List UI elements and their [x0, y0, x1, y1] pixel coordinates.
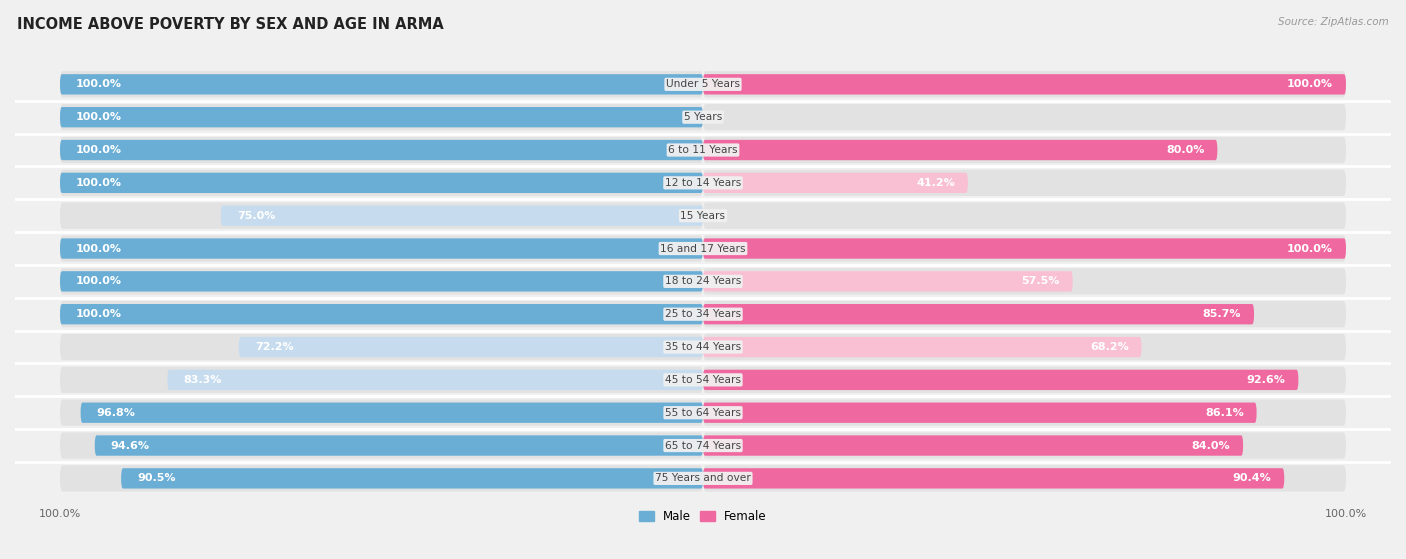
Text: 85.7%: 85.7% [1202, 309, 1241, 319]
Text: 45 to 54 Years: 45 to 54 Years [665, 375, 741, 385]
Text: 100.0%: 100.0% [76, 276, 122, 286]
Text: 75.0%: 75.0% [236, 211, 276, 221]
Text: 15 Years: 15 Years [681, 211, 725, 221]
FancyBboxPatch shape [703, 468, 1284, 489]
FancyBboxPatch shape [703, 140, 1218, 160]
FancyBboxPatch shape [703, 334, 1346, 360]
Text: 83.3%: 83.3% [183, 375, 222, 385]
FancyBboxPatch shape [703, 465, 1346, 491]
FancyBboxPatch shape [703, 104, 1346, 130]
Text: 80.0%: 80.0% [1166, 145, 1205, 155]
FancyBboxPatch shape [60, 107, 703, 127]
FancyBboxPatch shape [60, 238, 703, 259]
Text: 41.2%: 41.2% [917, 178, 955, 188]
FancyBboxPatch shape [60, 173, 703, 193]
FancyBboxPatch shape [703, 238, 1346, 259]
FancyBboxPatch shape [60, 433, 703, 459]
FancyBboxPatch shape [221, 206, 703, 226]
FancyBboxPatch shape [703, 402, 1257, 423]
FancyBboxPatch shape [60, 137, 703, 163]
Text: 35 to 44 Years: 35 to 44 Years [665, 342, 741, 352]
FancyBboxPatch shape [60, 74, 703, 94]
Text: INCOME ABOVE POVERTY BY SEX AND AGE IN ARMA: INCOME ABOVE POVERTY BY SEX AND AGE IN A… [17, 17, 444, 32]
Text: 100.0%: 100.0% [1286, 79, 1333, 89]
FancyBboxPatch shape [703, 235, 1346, 262]
FancyBboxPatch shape [60, 140, 703, 160]
FancyBboxPatch shape [60, 400, 703, 426]
FancyBboxPatch shape [703, 433, 1346, 459]
Text: 92.6%: 92.6% [1247, 375, 1285, 385]
FancyBboxPatch shape [60, 271, 703, 292]
FancyBboxPatch shape [60, 301, 703, 328]
FancyBboxPatch shape [60, 334, 703, 360]
Text: 100.0%: 100.0% [76, 178, 122, 188]
FancyBboxPatch shape [703, 268, 1346, 295]
FancyBboxPatch shape [60, 465, 703, 491]
Text: 96.8%: 96.8% [97, 408, 135, 418]
FancyBboxPatch shape [703, 367, 1346, 393]
FancyBboxPatch shape [703, 304, 1254, 324]
Text: 90.5%: 90.5% [138, 473, 176, 484]
FancyBboxPatch shape [60, 235, 703, 262]
FancyBboxPatch shape [121, 468, 703, 489]
FancyBboxPatch shape [94, 435, 703, 456]
FancyBboxPatch shape [703, 271, 1073, 292]
Text: 100.0%: 100.0% [76, 145, 122, 155]
Text: 86.1%: 86.1% [1205, 408, 1244, 418]
FancyBboxPatch shape [60, 268, 703, 295]
Text: 90.4%: 90.4% [1233, 473, 1271, 484]
Text: 100.0%: 100.0% [76, 112, 122, 122]
FancyBboxPatch shape [60, 367, 703, 393]
FancyBboxPatch shape [60, 170, 703, 196]
Text: 5 Years: 5 Years [683, 112, 723, 122]
Text: Under 5 Years: Under 5 Years [666, 79, 740, 89]
FancyBboxPatch shape [703, 202, 1346, 229]
FancyBboxPatch shape [703, 74, 1346, 94]
Text: 100.0%: 100.0% [76, 79, 122, 89]
FancyBboxPatch shape [703, 337, 1142, 357]
Text: 72.2%: 72.2% [254, 342, 294, 352]
Text: 57.5%: 57.5% [1022, 276, 1060, 286]
Text: 75 Years and over: 75 Years and over [655, 473, 751, 484]
Text: 100.0%: 100.0% [76, 309, 122, 319]
Text: 94.6%: 94.6% [111, 440, 150, 451]
FancyBboxPatch shape [703, 137, 1346, 163]
FancyBboxPatch shape [703, 435, 1243, 456]
FancyBboxPatch shape [703, 173, 967, 193]
FancyBboxPatch shape [60, 71, 703, 97]
FancyBboxPatch shape [80, 402, 703, 423]
FancyBboxPatch shape [60, 304, 703, 324]
FancyBboxPatch shape [703, 71, 1346, 97]
Text: 18 to 24 Years: 18 to 24 Years [665, 276, 741, 286]
Text: 65 to 74 Years: 65 to 74 Years [665, 440, 741, 451]
Text: 16 and 17 Years: 16 and 17 Years [661, 244, 745, 254]
Text: 55 to 64 Years: 55 to 64 Years [665, 408, 741, 418]
FancyBboxPatch shape [703, 400, 1346, 426]
FancyBboxPatch shape [60, 202, 703, 229]
FancyBboxPatch shape [167, 369, 703, 390]
FancyBboxPatch shape [703, 301, 1346, 328]
Text: 100.0%: 100.0% [76, 244, 122, 254]
FancyBboxPatch shape [703, 170, 1346, 196]
Text: 25 to 34 Years: 25 to 34 Years [665, 309, 741, 319]
Text: Source: ZipAtlas.com: Source: ZipAtlas.com [1278, 17, 1389, 27]
Text: 12 to 14 Years: 12 to 14 Years [665, 178, 741, 188]
Text: 68.2%: 68.2% [1090, 342, 1129, 352]
Legend: Male, Female: Male, Female [634, 506, 772, 528]
FancyBboxPatch shape [239, 337, 703, 357]
Text: 6 to 11 Years: 6 to 11 Years [668, 145, 738, 155]
Text: 100.0%: 100.0% [1286, 244, 1333, 254]
FancyBboxPatch shape [60, 104, 703, 130]
Text: 84.0%: 84.0% [1192, 440, 1230, 451]
FancyBboxPatch shape [703, 369, 1298, 390]
